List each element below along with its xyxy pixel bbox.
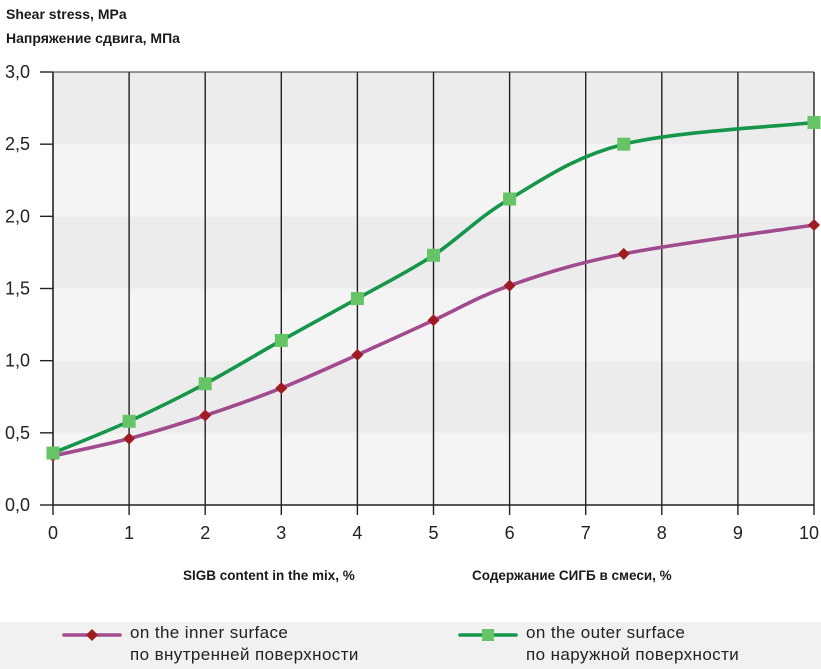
x-tick-label: 3 <box>276 523 286 543</box>
x-tick-label: 7 <box>581 523 591 543</box>
y-axis-title-en: Shear stress, MPa <box>6 6 127 22</box>
x-axis-title-en: SIGB content in the mix, % <box>183 568 355 583</box>
x-tick-label: 4 <box>352 523 362 543</box>
y-tick-label: 0,0 <box>5 495 30 515</box>
data-point-outer <box>46 446 60 460</box>
data-point-inner <box>503 279 516 292</box>
data-point-inner <box>808 218 820 231</box>
axes <box>40 71 815 515</box>
x-axis-title-ru: Содержание СИГБ в смеси, % <box>472 568 672 583</box>
data-point-inner <box>427 314 440 327</box>
legend-swatch-outer <box>458 629 518 641</box>
x-tick-label: 0 <box>48 523 58 543</box>
y-axis-title-ru: Напряжение сдвига, МПа <box>6 30 180 46</box>
y-tick-label: 3,0 <box>5 62 30 82</box>
line-chart: 0,0 0,5 1,0 1,5 2,0 2,5 3,0 0 1 2 3 4 5 6 7 8 9 10 <box>5 62 821 543</box>
legend-label-outer-ru: по наружной поверхности <box>526 645 740 664</box>
x-tick-label: 2 <box>200 523 210 543</box>
data-point-outer <box>427 248 440 262</box>
data-point-outer <box>122 414 136 428</box>
data-point-outer <box>807 116 821 130</box>
data-point-outer <box>503 192 517 206</box>
legend-item-outer: on the outer surface по наружной поверхн… <box>458 622 739 666</box>
data-point-inner <box>617 247 630 260</box>
legend-item-inner: on the inner surface по внутренней повер… <box>62 622 359 666</box>
grid <box>53 71 815 505</box>
legend-label-inner-ru: по внутренней поверхности <box>130 645 359 664</box>
x-tick-label: 9 <box>733 523 743 543</box>
x-tick-label: 1 <box>124 523 134 543</box>
x-tick-label: 5 <box>428 523 438 543</box>
y-tick-label: 1,0 <box>5 351 30 371</box>
data-point-inner <box>275 382 288 395</box>
y-tick-label: 0,5 <box>5 423 30 443</box>
data-point-outer <box>198 377 212 391</box>
data-point-outer <box>274 333 288 347</box>
y-tick-label: 2,5 <box>5 134 30 154</box>
data-point-inner <box>123 432 136 445</box>
data-point-inner <box>351 348 364 361</box>
x-tick-label: 8 <box>657 523 667 543</box>
legend: on the inner surface по внутренней повер… <box>0 622 821 669</box>
tick-labels: 0,0 0,5 1,0 1,5 2,0 2,5 3,0 0 1 2 3 4 5 6 7 8 9 10 <box>5 62 819 543</box>
data-point-inner <box>199 409 212 422</box>
legend-label-outer-en: on the outer surface <box>526 623 686 642</box>
data-point-outer <box>617 137 631 151</box>
x-tick-label: 6 <box>505 523 515 543</box>
legend-label-inner-en: on the inner surface <box>130 623 289 642</box>
data-point-outer <box>350 292 364 306</box>
series-layer <box>46 116 821 462</box>
y-tick-label: 2,0 <box>5 206 30 226</box>
x-tick-label: 10 <box>799 523 819 543</box>
legend-swatch-inner <box>62 629 122 641</box>
y-tick-label: 1,5 <box>5 279 30 299</box>
